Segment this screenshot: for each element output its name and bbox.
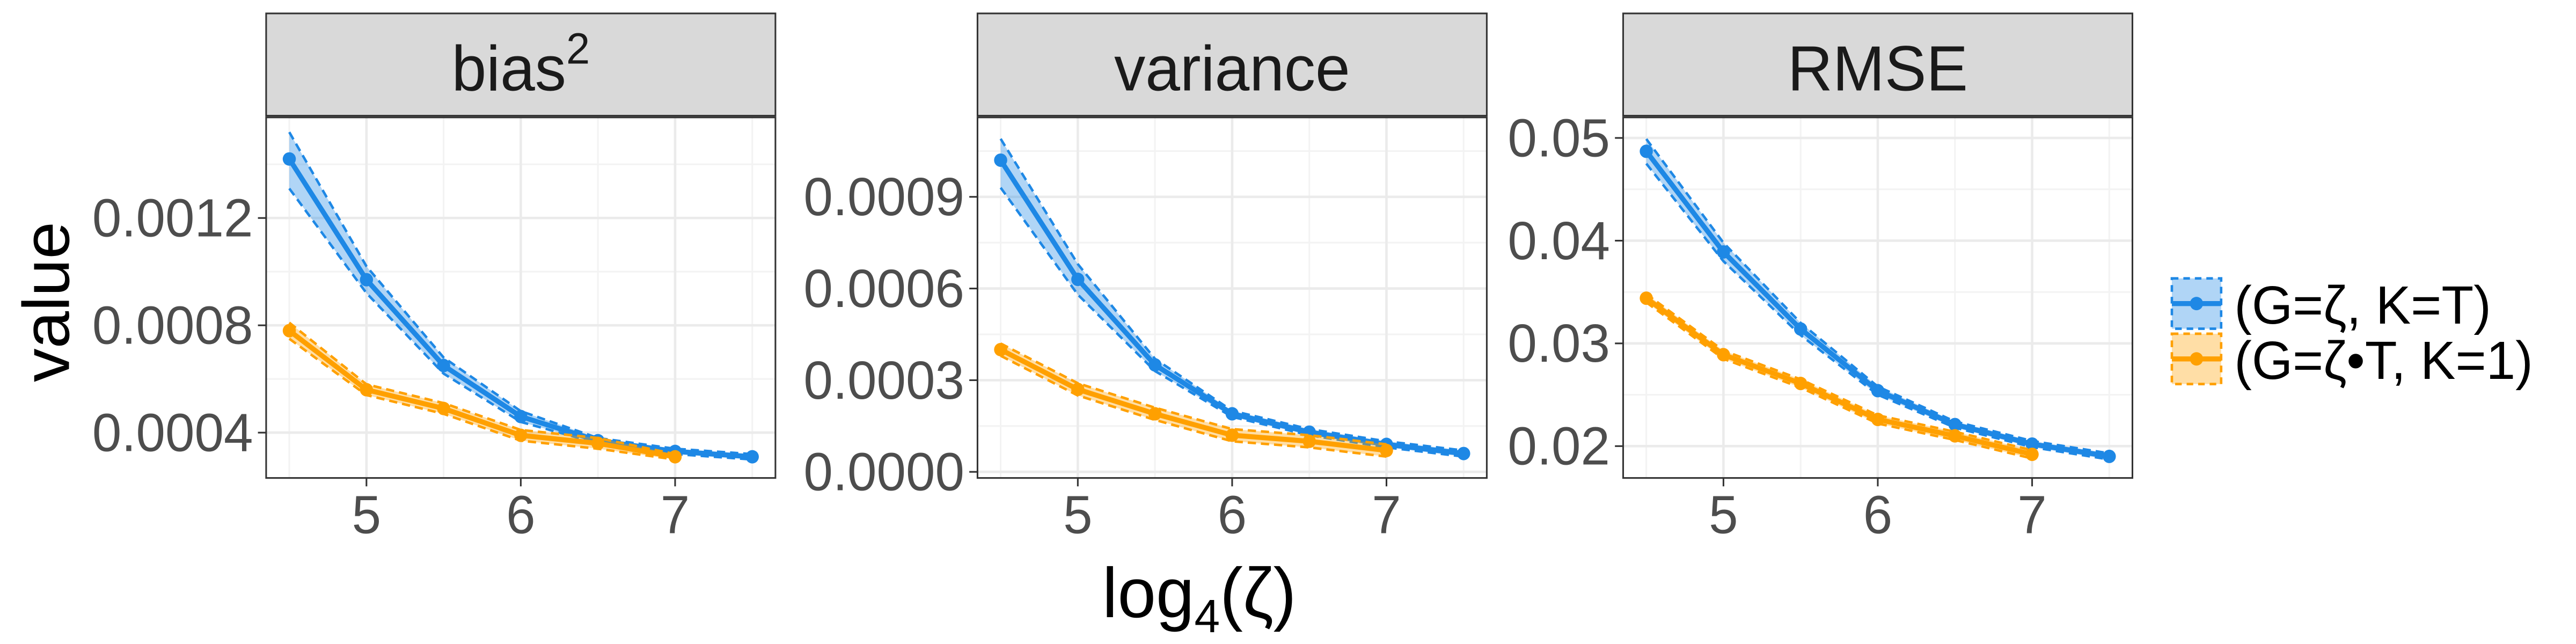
data-point xyxy=(437,401,450,415)
data-point xyxy=(1794,322,1807,336)
data-point xyxy=(2025,437,2039,451)
data-point xyxy=(1640,144,1653,158)
y-tick-label: 0.04 xyxy=(1507,210,1610,270)
band-lower xyxy=(288,338,676,461)
data-point xyxy=(1717,245,1730,259)
data-point xyxy=(994,342,1007,356)
data-point xyxy=(745,450,759,464)
data-point xyxy=(1948,429,1962,443)
y-tick-label: 0.0004 xyxy=(92,402,253,463)
data-point xyxy=(1148,358,1162,372)
y-tick-label: 0.0009 xyxy=(803,166,964,226)
x-axis-label-text: log xyxy=(1102,553,1195,632)
facet-title-text: variance xyxy=(1114,33,1350,104)
y-tick-label: 0.0000 xyxy=(803,442,964,502)
x-tick-label: 7 xyxy=(661,485,690,545)
data-point xyxy=(1640,291,1653,305)
x-axis-label-sub: 4 xyxy=(1194,590,1220,642)
facet-title-text: bias xyxy=(452,33,566,104)
series-line xyxy=(288,328,676,459)
x-tick-label: 6 xyxy=(1218,485,1247,545)
data-point xyxy=(1871,384,1885,398)
facet-title: variance xyxy=(1114,33,1350,104)
data-point xyxy=(1380,443,1393,457)
data-point xyxy=(1225,407,1239,421)
confidence-band xyxy=(1646,294,2032,459)
band-lower xyxy=(1000,354,1387,458)
data-point xyxy=(437,358,450,372)
data-point xyxy=(2103,449,2116,463)
data-point xyxy=(1148,407,1162,421)
x-tick-label: 7 xyxy=(2017,485,2046,545)
data-point xyxy=(360,383,374,397)
x-tick-label: 6 xyxy=(506,485,535,545)
facet-title: bias2 xyxy=(452,25,590,104)
x-tick-label: 5 xyxy=(352,485,381,545)
data-point xyxy=(1071,273,1085,287)
facet-strip xyxy=(976,12,1488,117)
legend-label: (G=ζ, K=T) xyxy=(2234,275,2491,335)
facet-title-text: RMSE xyxy=(1788,33,1968,104)
data-point xyxy=(1794,377,1807,391)
data-point xyxy=(1948,418,1962,431)
panel-border xyxy=(1622,116,2133,479)
x-tick-label: 5 xyxy=(1709,485,1738,545)
data-point xyxy=(514,409,528,423)
panel-border xyxy=(976,116,1488,479)
data-point xyxy=(1871,413,1885,427)
data-point xyxy=(2025,448,2039,462)
data-point xyxy=(1457,447,1470,460)
data-point xyxy=(360,273,374,287)
data-point xyxy=(282,324,296,338)
y-tick-label: 0.0012 xyxy=(92,188,253,248)
data-point xyxy=(514,428,528,442)
band-upper xyxy=(1000,342,1387,446)
data-point xyxy=(591,436,605,450)
band-lower xyxy=(1645,301,2033,460)
facet-title-sup: 2 xyxy=(566,25,590,74)
band-upper xyxy=(288,321,676,456)
facet-strip xyxy=(1622,12,2133,117)
y-tick-label: 0.05 xyxy=(1507,107,1610,167)
x-axis-label-rest: (ζ) xyxy=(1220,553,1296,632)
facet-title: RMSE xyxy=(1788,33,1968,104)
legend-key-point xyxy=(2190,352,2204,366)
x-tick-label: 7 xyxy=(1372,485,1401,545)
data-point xyxy=(1302,434,1316,448)
data-point xyxy=(282,152,296,166)
y-tick-label: 0.0006 xyxy=(803,258,964,318)
y-tick-label: 0.03 xyxy=(1507,313,1610,373)
series-line xyxy=(1644,296,2033,457)
facet-strip xyxy=(265,12,777,117)
y-tick-label: 0.02 xyxy=(1507,416,1610,476)
y-axis-label: value xyxy=(10,222,84,382)
y-tick-label: 0.0008 xyxy=(92,295,253,355)
data-point xyxy=(1071,383,1085,397)
data-point xyxy=(994,153,1007,167)
y-tick-label: 0.0003 xyxy=(803,350,964,410)
series-line xyxy=(999,347,1387,453)
panel-border xyxy=(265,116,777,479)
data-point xyxy=(1225,428,1239,442)
x-axis-label: log4(ζ) xyxy=(1102,553,1297,643)
band-upper xyxy=(288,131,752,456)
x-tick-label: 5 xyxy=(1063,485,1092,545)
legend-label: (G=ζ•T, K=1) xyxy=(2234,330,2533,390)
band-upper xyxy=(1645,293,2033,452)
legend-key-point xyxy=(2190,297,2204,311)
x-tick-label: 6 xyxy=(1863,485,1892,545)
data-point xyxy=(668,450,682,464)
data-point xyxy=(1717,348,1730,362)
